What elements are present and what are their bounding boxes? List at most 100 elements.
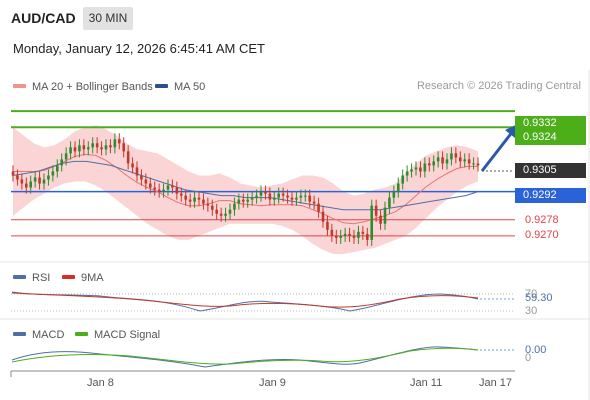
legend-label: 9MA [81, 272, 104, 284]
candle-body [122, 143, 126, 152]
candle-body [246, 199, 250, 202]
candle-body [405, 171, 409, 176]
legend-label: RSI [32, 272, 51, 284]
candle-body [383, 207, 387, 224]
candle-body [86, 147, 90, 150]
legend-ma50: MA 50 [155, 81, 205, 93]
x-label: Jan 17 [479, 377, 513, 389]
candle-body [210, 205, 214, 210]
candle-body [144, 179, 148, 184]
candle-body [330, 229, 334, 236]
candle-body [228, 209, 232, 214]
candle-body [135, 167, 139, 176]
candle-body [91, 143, 95, 148]
ma50-swatch [155, 84, 168, 89]
candle-body [423, 163, 427, 172]
candle-body [117, 139, 121, 144]
candle-body [392, 191, 396, 198]
candle-body [476, 163, 480, 166]
candle-body [401, 175, 405, 184]
candle-body [463, 159, 467, 162]
candle-body [73, 147, 77, 152]
candle-body [410, 169, 413, 172]
candle-body [171, 185, 174, 188]
ma20-line [13, 153, 478, 225]
candle-body [175, 187, 179, 194]
candle-body [308, 195, 312, 202]
candle-body [60, 159, 64, 166]
macd-signal-line [11, 347, 479, 365]
candle-body [259, 191, 263, 196]
x-label: Jan 11 [410, 377, 443, 389]
level-lines [11, 110, 515, 237]
candle-body [24, 183, 28, 188]
candle-body [233, 203, 236, 210]
macd-signal-swatch [75, 332, 88, 337]
macd-swatch [13, 332, 26, 337]
candle-body [188, 199, 192, 202]
candle-body [268, 193, 272, 200]
candle-body [206, 203, 210, 206]
candle-body [388, 197, 391, 208]
candle-body [343, 233, 347, 236]
legend-macd: MACD [13, 329, 64, 341]
candle-body [348, 233, 351, 236]
rsi-line [11, 291, 479, 312]
candle-body [436, 157, 440, 162]
candle-body [224, 213, 227, 216]
candle-body [69, 147, 72, 154]
candle-body [20, 179, 24, 184]
candle-body [295, 197, 298, 200]
candle-body [153, 187, 157, 190]
bollinger-fill [13, 125, 478, 254]
candle-body [166, 185, 170, 190]
candle-body [379, 215, 382, 224]
ma20-swatch [13, 84, 26, 89]
candle-body [197, 197, 201, 200]
candle-body [131, 163, 134, 168]
resistance-2-label: 0.9332 [515, 116, 586, 131]
candle-body [374, 205, 378, 216]
candle-body [250, 197, 254, 200]
candle-body [29, 181, 33, 188]
candle-body [157, 189, 161, 192]
candle-body [47, 175, 50, 180]
legend-label: MACD [32, 329, 65, 341]
candle-body [272, 197, 276, 200]
candle-body [51, 171, 55, 176]
candle-body [237, 199, 241, 204]
macd-value-label: 0.00 [525, 344, 547, 356]
rsi-ma-swatch [62, 275, 75, 280]
candle-body [179, 193, 183, 196]
candle-body [454, 153, 458, 158]
candle-body [472, 163, 475, 165]
candle-body [148, 183, 152, 188]
candle-body [82, 145, 86, 150]
candle-body [11, 171, 15, 176]
candle-body [219, 213, 223, 216]
legend-macd-signal: MACD Signal [75, 329, 160, 341]
candle-body [396, 183, 400, 192]
candle-body [441, 157, 444, 164]
candle-body [286, 195, 289, 198]
candle-body [113, 139, 117, 148]
timeframe-badge[interactable]: 30 MIN [83, 7, 133, 30]
candle-body [445, 159, 449, 164]
candle-body [126, 151, 130, 164]
rsi-30-label: 30 [525, 305, 538, 317]
rsi-value-label: 59.30 [525, 292, 553, 304]
candle-body [95, 143, 99, 148]
candle-body [290, 197, 294, 200]
candle-body [361, 231, 365, 234]
candle-body [317, 203, 320, 212]
candle-body [281, 193, 285, 196]
candle-body [255, 195, 258, 198]
legend-rsi: RSI [13, 272, 50, 284]
candle-body [414, 167, 418, 170]
candle-body [365, 233, 369, 240]
candle-body [339, 235, 343, 238]
candle-body [140, 175, 143, 180]
datetime-label: Monday, January 12, 2026 6:45:41 AM CET [13, 41, 265, 56]
candle-body [467, 159, 471, 164]
